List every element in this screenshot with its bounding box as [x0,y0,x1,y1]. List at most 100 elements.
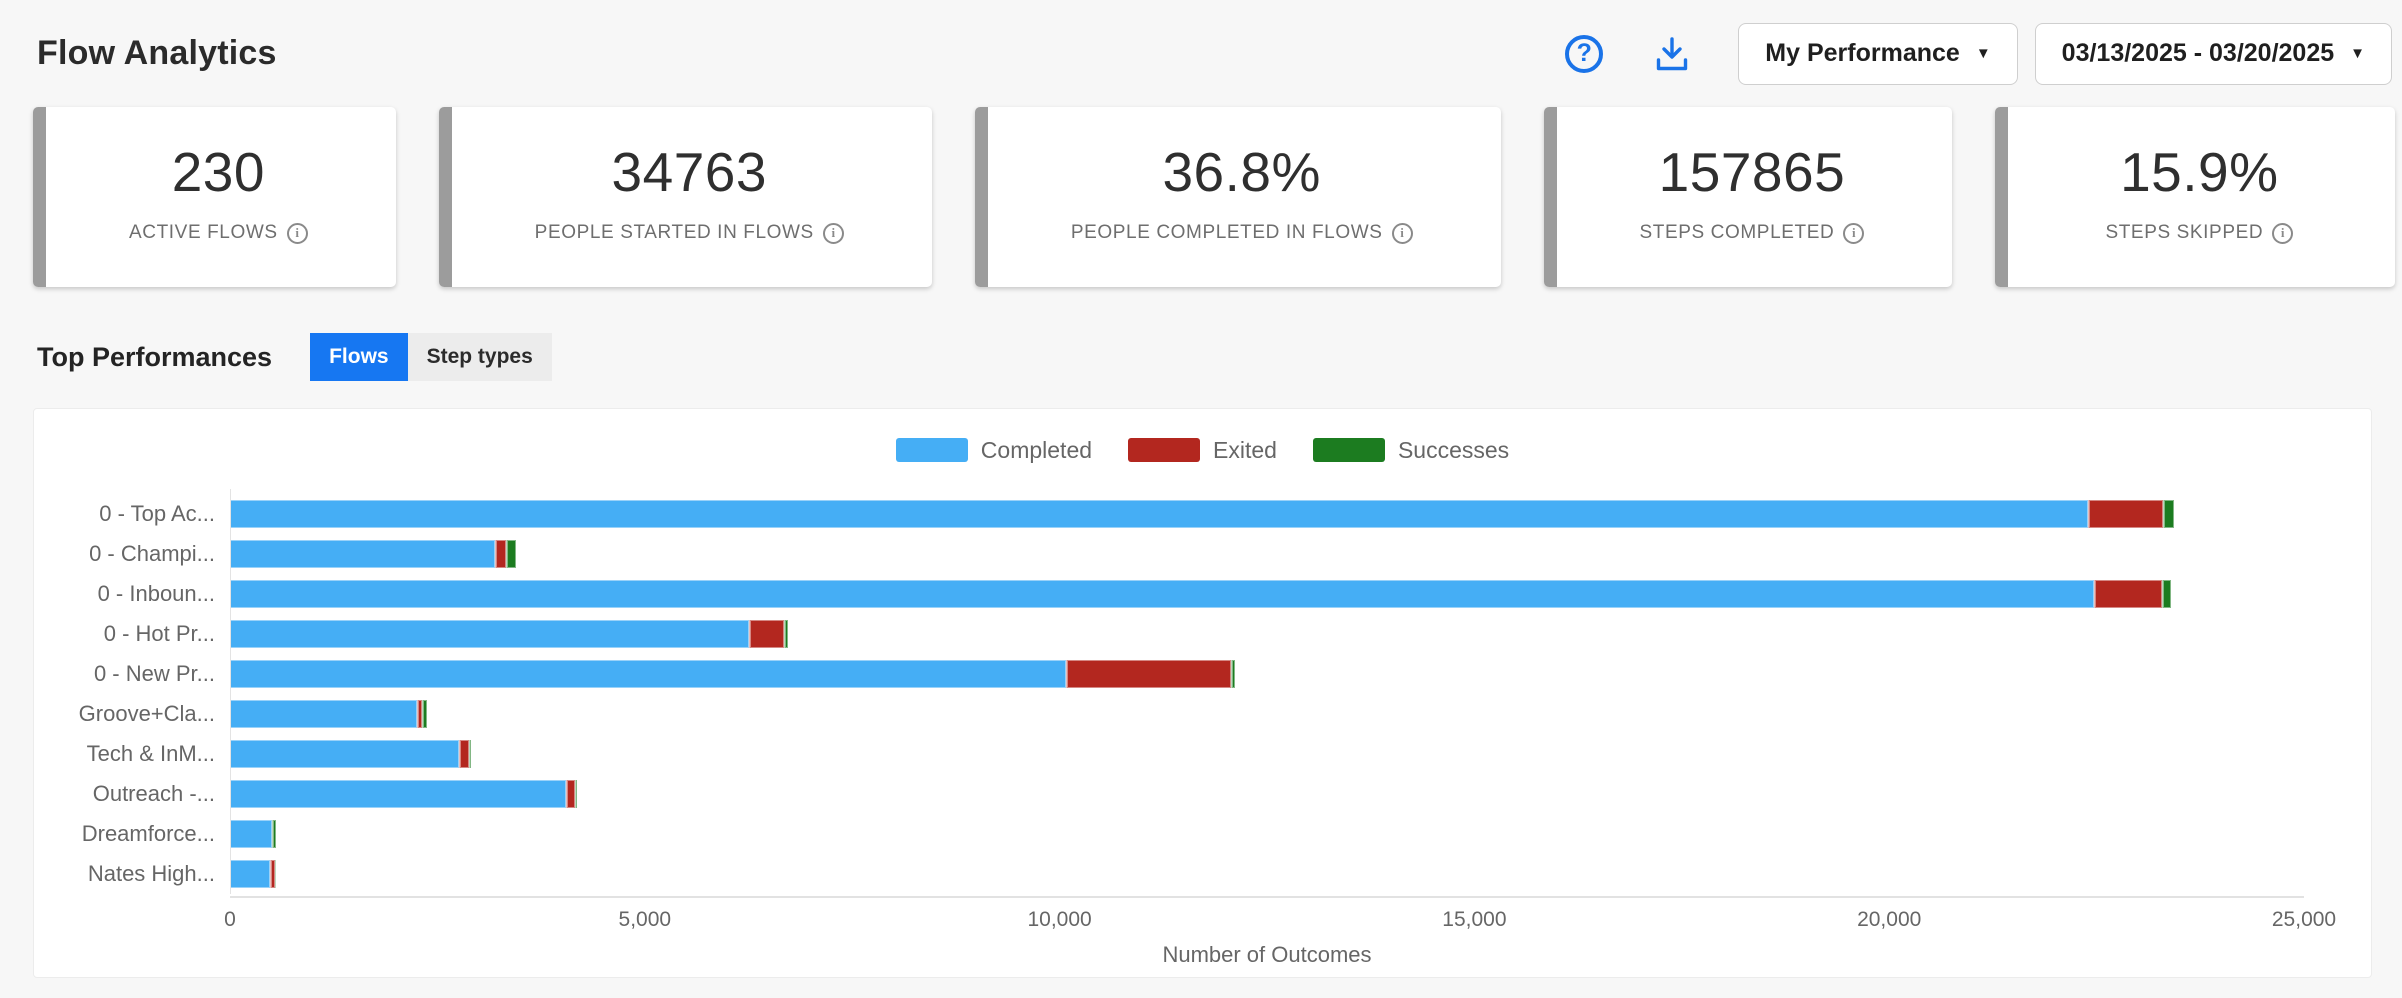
bar-segment-exited[interactable] [1066,660,1232,688]
stacked-bar [230,540,2304,568]
bar-segment-completed[interactable] [230,580,2095,608]
category-label: Outreach -... [92,781,215,806]
bar-segment-successes[interactable] [575,780,578,808]
info-icon[interactable]: i [286,222,308,244]
info-icon[interactable]: i [2272,222,2294,244]
info-icon[interactable]: i [822,222,844,244]
stat-card-accent-bar [1995,107,2009,287]
bar-segment-successes[interactable] [468,740,471,768]
header: Flow Analytics ? My Performance ▼ 03/13/… [0,0,2402,107]
x-axis-tick: 10,000 [1027,908,1092,931]
bar-segment-exited[interactable] [495,540,507,568]
tab-flows[interactable]: Flows [310,333,408,381]
stat-label: PEOPLE COMPLETED IN FLOWS [1070,222,1383,243]
stat-card-accent-bar [974,107,988,287]
bar-segment-exited[interactable] [458,740,469,768]
stat-card-accent-bar [1543,107,1557,287]
x-axis-line [230,896,2304,898]
stat-label: ACTIVE FLOWS [129,222,278,243]
stacked-bar [230,620,2304,648]
chart-row: 0 - Champi... [34,534,2304,574]
legend-swatch [895,438,968,462]
performance-dropdown[interactable]: My Performance ▼ [1738,22,2018,85]
stat-card-active-flows: 230 ACTIVE FLOWS i [33,107,396,287]
stat-value: 157865 [1658,141,1846,203]
help-button[interactable]: ? [1561,31,1607,77]
bar-segment-completed[interactable] [230,780,566,808]
bar-segment-successes[interactable] [274,860,276,888]
legend-swatch [1128,438,1201,462]
bar-segment-successes[interactable] [421,700,427,728]
x-axis-label: Number of Outcomes [1162,942,1372,967]
x-axis-tick: 5,000 [618,908,672,931]
category-label: Nates High... [87,861,215,886]
page-title: Flow Analytics [37,34,277,72]
stacked-bar [230,580,2304,608]
x-axis-tick: 0 [224,908,236,931]
date-range-dropdown-value: 03/13/2025 - 03/20/2025 [2061,39,2335,67]
stat-value: 34763 [611,141,767,203]
category-label: 0 - New Pr... [93,661,215,686]
stacked-bar [230,860,2304,888]
flows-chart-panel: Completed Exited Successes 0 - Top Ac... 0 … [33,408,2372,978]
stat-value: 36.8% [1162,141,1321,203]
chart-plot-area: 0 - Top Ac... 0 - Champi... 0 - Inboun... 0… [34,489,2371,894]
stat-card-steps-completed: 157865 STEPS COMPLETED i [1543,107,1953,287]
bar-segment-completed[interactable] [230,820,272,848]
bar-segment-exited[interactable] [2094,580,2163,608]
bar-segment-exited[interactable] [565,780,576,808]
chart-tabs: Flows Step types [310,333,552,381]
bar-segment-completed[interactable] [230,540,496,568]
legend-swatch [1312,438,1385,462]
category-label: Tech & InM... [86,741,215,766]
legend-label: Exited [1213,436,1277,463]
bar-segment-successes[interactable] [2162,500,2174,528]
legend-item-exited[interactable]: Exited [1128,437,1277,464]
x-axis-tick: 20,000 [1857,908,1922,931]
bar-segment-exited[interactable] [748,620,785,648]
bar-segment-completed[interactable] [230,740,459,768]
bar-segment-completed[interactable] [230,700,418,728]
bar-segment-successes[interactable] [271,820,276,848]
bar-segment-completed[interactable] [230,660,1067,688]
category-label: 0 - Hot Pr... [103,621,215,646]
bar-segment-successes[interactable] [506,540,517,568]
category-label: 0 - Inboun... [97,581,215,606]
info-icon[interactable]: i [1391,222,1413,244]
bar-segment-exited[interactable] [417,700,422,728]
chart-row: 0 - Inboun... [34,574,2304,614]
chart-row: Outreach -... [34,774,2304,814]
legend-item-successes[interactable]: Successes [1312,437,1509,464]
bar-segment-successes[interactable] [1231,660,1236,688]
stacked-bar [230,700,2304,728]
x-axis-tick: 15,000 [1442,908,1507,931]
bar-segment-successes[interactable] [2162,580,2172,608]
stat-card-accent-bar [33,107,46,287]
chart-row: 0 - Hot Pr... [34,614,2304,654]
chart-row: Dreamforce... [34,814,2304,854]
bar-segment-successes[interactable] [784,620,789,648]
info-icon[interactable]: i [1843,222,1865,244]
date-range-dropdown[interactable]: 03/13/2025 - 03/20/2025 ▼ [2034,22,2392,85]
stacked-bar [230,740,2304,768]
help-icon: ? [1565,34,1604,73]
header-actions: ? My Performance ▼ 03/13/2025 - 03/20/20… [1561,22,2392,85]
x-axis-ticks: 0 5,000 10,000 15,000 20,000 25,000 [224,908,2336,934]
bar-segment-completed[interactable] [230,620,749,648]
tab-step-types[interactable]: Step types [407,333,552,381]
bar-segment-completed[interactable] [230,860,270,888]
chart-row: Nates High... [34,854,2304,894]
stat-value: 15.9% [2120,141,2279,203]
bar-segment-exited[interactable] [269,860,275,888]
chevron-down-icon: ▼ [2350,45,2365,62]
download-icon [1657,36,1688,70]
stat-card-people-started: 34763 PEOPLE STARTED IN FLOWS i [438,107,932,287]
top-performances-section: Top Performances Flows Step types [0,333,2402,381]
bar-segment-completed[interactable] [230,500,2089,528]
chevron-down-icon: ▼ [1975,45,1991,62]
bar-segment-exited[interactable] [2088,500,2163,528]
legend-item-completed[interactable]: Completed [895,437,1092,464]
download-button[interactable] [1649,31,1695,77]
category-label: 0 - Champi... [89,541,215,566]
stacked-bar [230,820,2304,848]
